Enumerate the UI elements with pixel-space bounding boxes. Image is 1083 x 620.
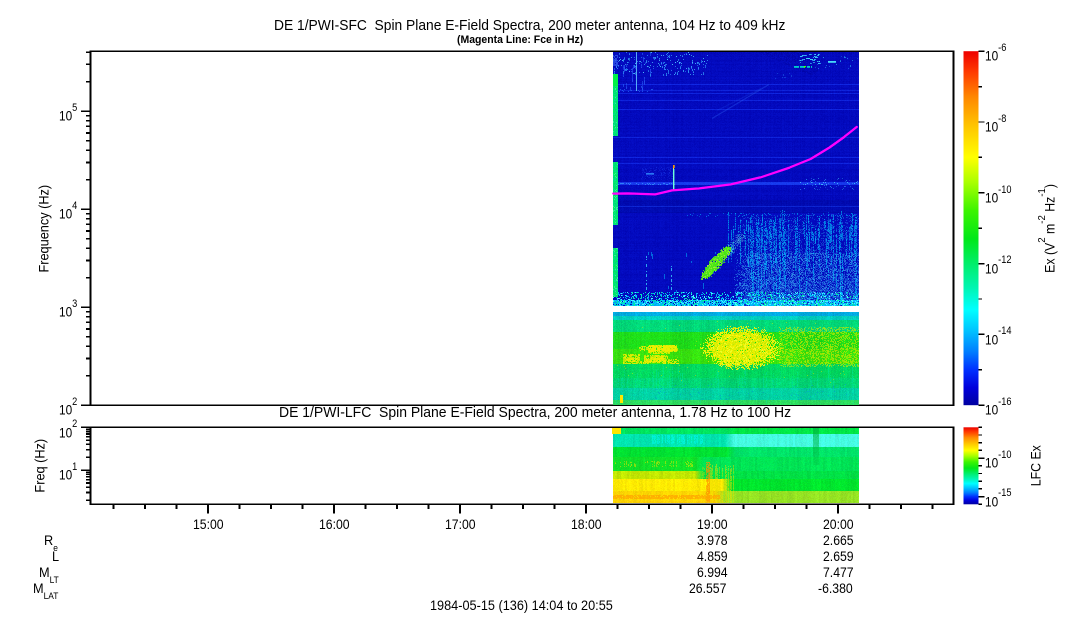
sfc-y-tick-label: 102 xyxy=(59,395,78,418)
sfc-colorbar-gradient xyxy=(963,51,979,406)
x-tick-label: 18:00 xyxy=(570,517,602,533)
ephemeris-value: 26.557 xyxy=(689,580,727,596)
sfc-colorbar-tick-label: 10-8 xyxy=(985,112,1007,135)
lfc-colorbar-tick-label: 10-15 xyxy=(985,487,1012,510)
x-tick-label: 16:00 xyxy=(318,517,350,533)
ephemeris-value: 2.665 xyxy=(822,533,854,549)
sfc-colorbar-label: Ex (V2 m-2 Hz-1) xyxy=(1035,183,1057,273)
ephemeris-value: 4.859 xyxy=(696,549,728,565)
sfc-panel-frame xyxy=(89,50,955,407)
sfc-y-tick-label: 105 xyxy=(59,101,78,124)
sfc-spectrogram-canvas xyxy=(612,51,859,405)
sfc-colorbar-tick-label: 10-6 xyxy=(985,41,1007,64)
x-tick-label: 15:00 xyxy=(192,517,224,533)
lfc-panel-frame xyxy=(89,426,955,506)
sfc-colorbar-tick-label: 10-16 xyxy=(985,395,1012,418)
ephemeris-value: 3.978 xyxy=(696,533,728,549)
sfc-colorbar-tick-label: 10-14 xyxy=(985,325,1012,348)
lfc-colorbar-gradient xyxy=(963,427,979,505)
ephemeris-row-label: Re xyxy=(44,533,59,554)
ephemeris-row-label: L xyxy=(51,549,59,565)
ephemeris-value: 2.659 xyxy=(822,549,854,565)
lfc-y-tick-label: 101 xyxy=(59,460,78,483)
sfc-y-tick-label: 103 xyxy=(59,297,78,320)
ephemeris-value: 7.477 xyxy=(822,564,854,580)
sfc-y-tick-label: 104 xyxy=(59,199,78,222)
ephemeris-value: 6.994 xyxy=(696,564,728,580)
lfc-y-tick-label: 102 xyxy=(59,418,78,441)
sfc-colorbar-tick-label: 10-10 xyxy=(985,183,1012,206)
lfc-title: DE 1/PWI-LFC Spin Plane E-Field Spectra,… xyxy=(278,405,791,422)
lfc-colorbar-tick-label: 10-10 xyxy=(985,448,1012,471)
sfc-colorbar-tick-label: 10-12 xyxy=(985,254,1012,277)
lfc-spectrogram-canvas xyxy=(612,427,859,504)
sfc-title: DE 1/PWI-SFC Spin Plane E-Field Spectra,… xyxy=(274,17,786,34)
x-tick-label: 20:00 xyxy=(822,517,854,533)
ephemeris-value: -6.380 xyxy=(818,580,853,596)
lfc-colorbar-label: LFC Ex xyxy=(1028,445,1044,487)
footer-date-range: 1984-05-15 (136) 14:04 to 20:55 xyxy=(430,598,614,614)
x-tick-label: 19:00 xyxy=(696,517,728,533)
ephemeris-row-label: MLAT xyxy=(32,581,59,602)
x-tick-label: 17:00 xyxy=(444,517,476,533)
sfc-subtitle: (Magenta Line: Fce in Hz) xyxy=(457,34,584,47)
sfc-y-axis-label: Frequency (Hz) xyxy=(36,184,52,273)
ephemeris-row-label: MLT xyxy=(38,565,59,586)
lfc-y-axis-label: Freq (Hz) xyxy=(32,439,48,493)
